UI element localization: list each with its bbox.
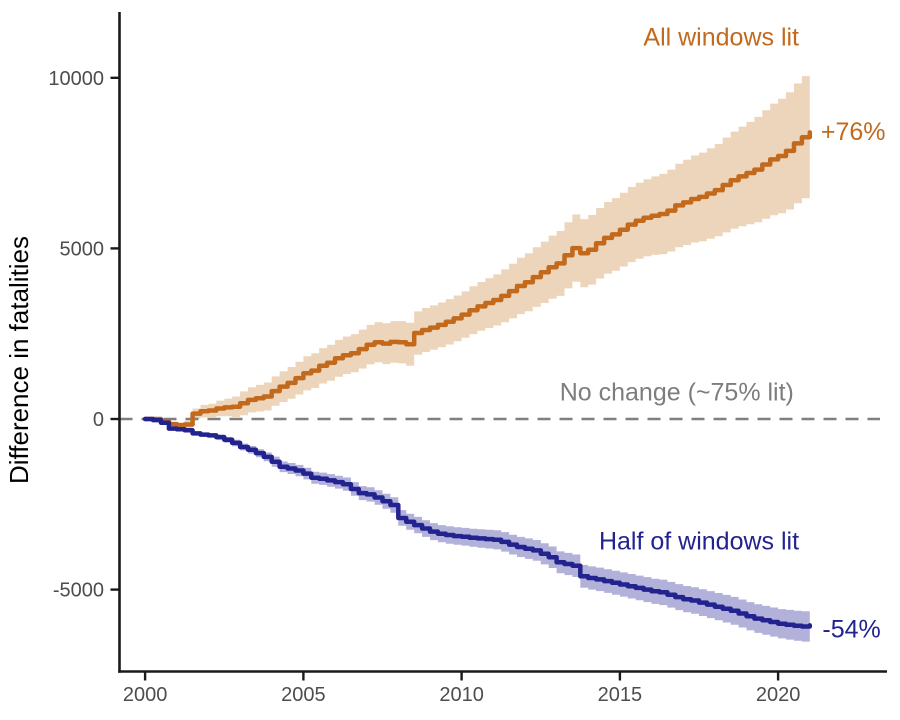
series-all-windows-lit-line xyxy=(142,130,813,428)
x-tick-label: 2000 xyxy=(123,684,168,706)
x-tick-label: 2010 xyxy=(439,684,484,706)
annotation-54: -54% xyxy=(822,616,880,644)
y-tick-label: -5000 xyxy=(53,580,104,602)
x-tick-label: 2020 xyxy=(756,684,801,706)
x-tick-label: 2005 xyxy=(281,684,326,706)
y-tick-label: 10000 xyxy=(48,68,104,90)
y-tick-label: 5000 xyxy=(60,238,105,260)
y-axis-title: Difference in fatalities xyxy=(4,236,34,484)
series-all-windows-lit-band xyxy=(145,70,810,429)
annotation-76: +76% xyxy=(821,118,886,146)
x-tick-label: 2015 xyxy=(598,684,643,706)
annotation-half-of-windows-lit: Half of windows lit xyxy=(599,528,799,556)
annotation-all-windows-lit: All windows lit xyxy=(643,24,799,52)
annotation-no-change-75-lit: No change (~75% lit) xyxy=(560,378,794,406)
y-tick-label: 0 xyxy=(93,409,104,431)
series-half-of-windows-lit-line xyxy=(142,416,813,629)
